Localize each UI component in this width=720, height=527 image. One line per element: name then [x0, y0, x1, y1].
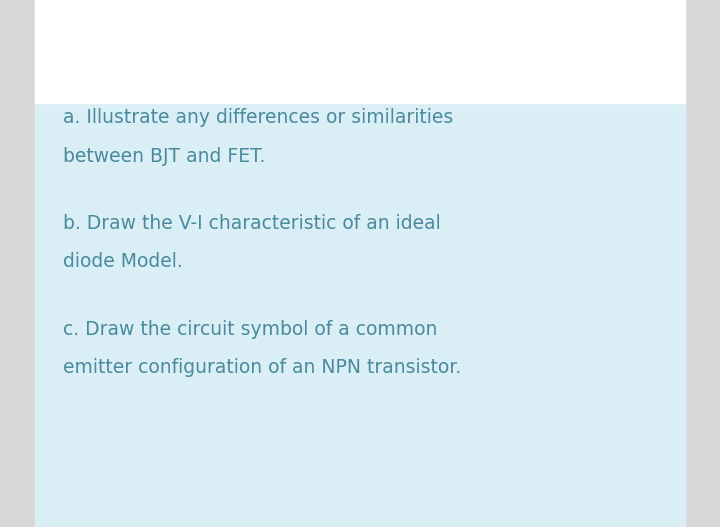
Bar — [35, 0, 685, 103]
Text: between BJT and FET.: between BJT and FET. — [63, 147, 266, 165]
Text: emitter configuration of an NPN transistor.: emitter configuration of an NPN transist… — [63, 358, 462, 377]
Text: a. Illustrate any differences or similarities: a. Illustrate any differences or similar… — [63, 108, 454, 127]
Text: c. Draw the circuit symbol of a common: c. Draw the circuit symbol of a common — [63, 320, 438, 339]
Text: diode Model.: diode Model. — [63, 252, 183, 271]
Text: b. Draw the V-I characteristic of an ideal: b. Draw the V-I characteristic of an ide… — [63, 214, 441, 233]
